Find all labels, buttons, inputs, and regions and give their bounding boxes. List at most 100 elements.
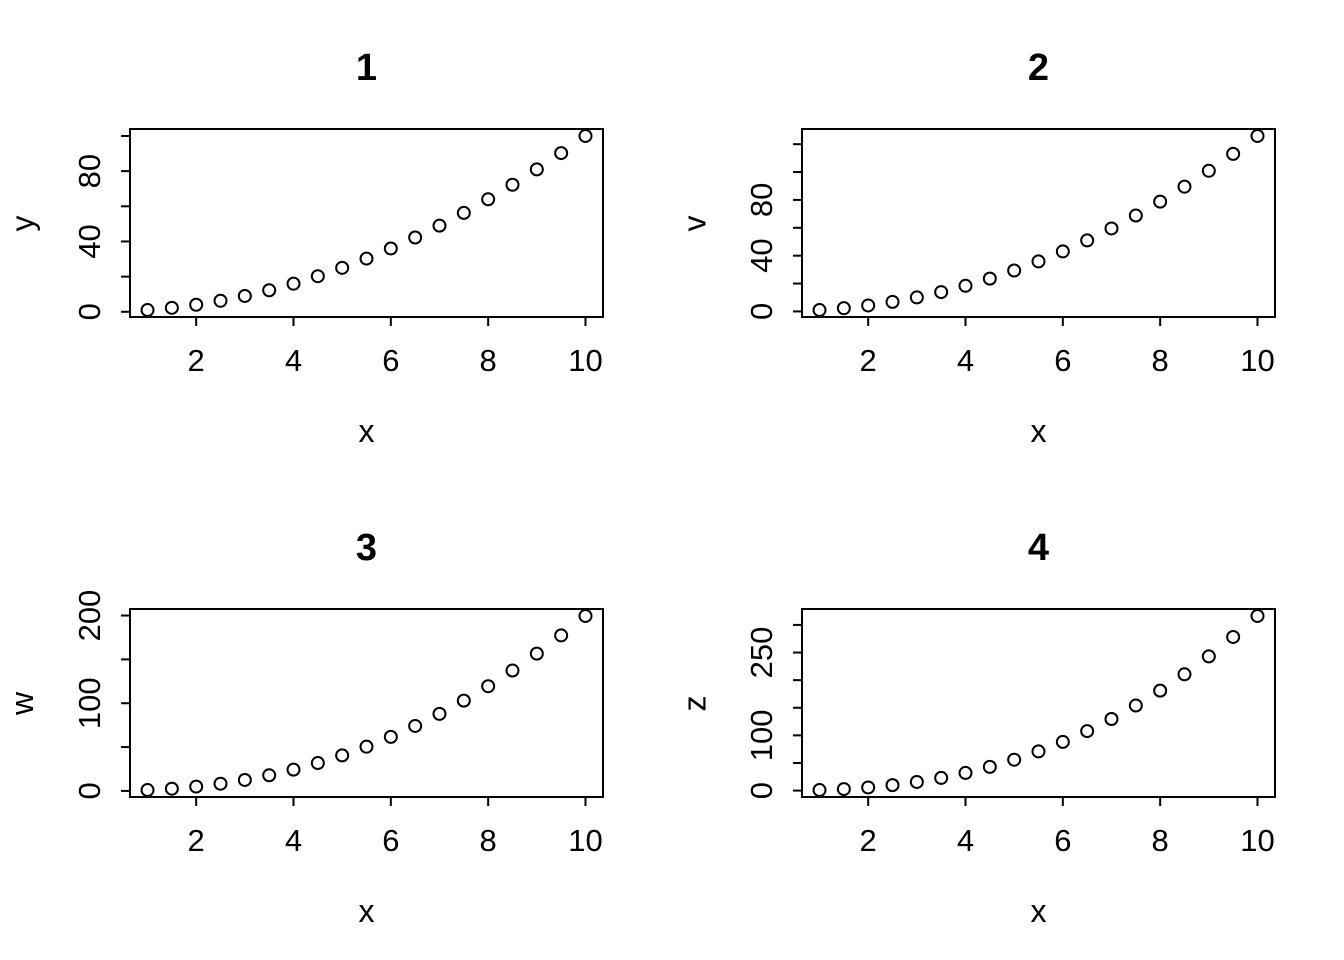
plot-panel-1: 1 y 2 4 6 8 10 0 40 80 x (0, 0, 672, 480)
x-tick-label: 6 (382, 343, 399, 378)
data-point (1080, 724, 1095, 739)
data-point (408, 718, 423, 733)
y-tick-label: 0 (744, 303, 779, 320)
plot-box (129, 608, 604, 798)
data-point (554, 628, 569, 643)
data-point (164, 781, 179, 796)
data-point (1201, 649, 1216, 664)
y-tick-label: 200 (72, 590, 107, 642)
data-point (1031, 254, 1046, 269)
data-point (909, 290, 924, 305)
data-point (1104, 221, 1119, 236)
plot-box (801, 608, 1276, 798)
plot-box (801, 128, 1276, 318)
x-tick-label: 2 (188, 823, 205, 858)
data-point (578, 128, 593, 143)
y-tick-label: 40 (72, 224, 107, 258)
y-tick-label: 0 (72, 782, 107, 799)
data-point (1201, 163, 1216, 178)
data-point (885, 294, 900, 309)
x-tick-label: 4 (957, 343, 974, 378)
data-point (1153, 194, 1168, 209)
data-point (456, 205, 471, 220)
data-point (286, 762, 301, 777)
data-point (578, 608, 593, 623)
plot-area: 2 4 6 8 10 0 40 80 (72, 128, 604, 378)
data-point (359, 739, 374, 754)
data-point (237, 288, 252, 303)
x-tick-label: 8 (480, 823, 497, 858)
data-point (262, 768, 277, 783)
data-point (1177, 179, 1192, 194)
x-tick-label: 4 (285, 343, 302, 378)
plot-area: 2 4 6 8 10 0 40 80 (744, 128, 1276, 378)
plot-panel-4: 4 z 2 4 6 8 10 0 100 250 x (672, 480, 1344, 960)
data-point (456, 693, 471, 708)
data-point (481, 192, 496, 207)
data-point (213, 776, 228, 791)
y-tick-label: 80 (744, 183, 779, 217)
data-point (505, 663, 520, 678)
data-point (934, 285, 949, 300)
data-point (836, 782, 851, 797)
y-tick-label: 40 (744, 238, 779, 272)
plot-panel-2: 2 v 2 4 6 8 10 0 40 80 x (672, 0, 1344, 480)
data-point (1177, 667, 1192, 682)
y-tick-label: 0 (72, 303, 107, 320)
data-point (1128, 208, 1143, 223)
x-tick-label: 10 (568, 343, 602, 378)
data-point (140, 303, 155, 318)
data-point (286, 276, 301, 291)
x-tick-label: 6 (1054, 343, 1071, 378)
data-point (164, 300, 179, 315)
x-tick-label: 6 (382, 823, 399, 858)
y-tick-label: 100 (744, 710, 779, 762)
data-point (861, 298, 876, 313)
y-tick-label: 80 (72, 154, 107, 188)
x-axis-label: x (1030, 413, 1047, 449)
x-tick-label: 2 (860, 343, 877, 378)
x-tick-label: 8 (480, 343, 497, 378)
x-tick-label: 8 (1152, 343, 1169, 378)
data-point (1250, 128, 1265, 143)
data-point (189, 297, 204, 312)
data-point (1128, 698, 1143, 713)
data-point (310, 756, 325, 771)
plot-title: 3 (355, 527, 378, 569)
data-point (383, 241, 398, 256)
data-point (554, 146, 569, 161)
data-point (237, 772, 252, 787)
data-point (383, 729, 398, 744)
data-point (1226, 146, 1241, 161)
data-point (1153, 683, 1168, 698)
data-point (1104, 712, 1119, 727)
data-point (432, 706, 447, 721)
data-point (359, 251, 374, 266)
data-point (505, 177, 520, 192)
data-point (310, 269, 325, 284)
plot-title: 4 (1027, 527, 1050, 569)
data-point (958, 278, 973, 293)
data-point (1007, 752, 1022, 767)
data-point (262, 283, 277, 298)
data-point (140, 783, 155, 798)
data-point (1250, 608, 1265, 623)
data-point (982, 271, 997, 286)
x-tick-label: 6 (1054, 823, 1071, 858)
data-point (529, 646, 544, 661)
x-tick-label: 2 (188, 343, 205, 378)
x-tick-label: 4 (957, 823, 974, 858)
x-tick-label: 4 (285, 823, 302, 858)
data-point (481, 679, 496, 694)
y-tick-label: 100 (72, 677, 107, 729)
data-point (213, 293, 228, 308)
data-point (958, 765, 973, 780)
data-point (1055, 244, 1070, 259)
data-point (189, 779, 204, 794)
x-tick-label: 8 (1152, 823, 1169, 858)
x-axis-label: x (1030, 893, 1047, 929)
data-point (885, 778, 900, 793)
data-point (1080, 233, 1095, 248)
